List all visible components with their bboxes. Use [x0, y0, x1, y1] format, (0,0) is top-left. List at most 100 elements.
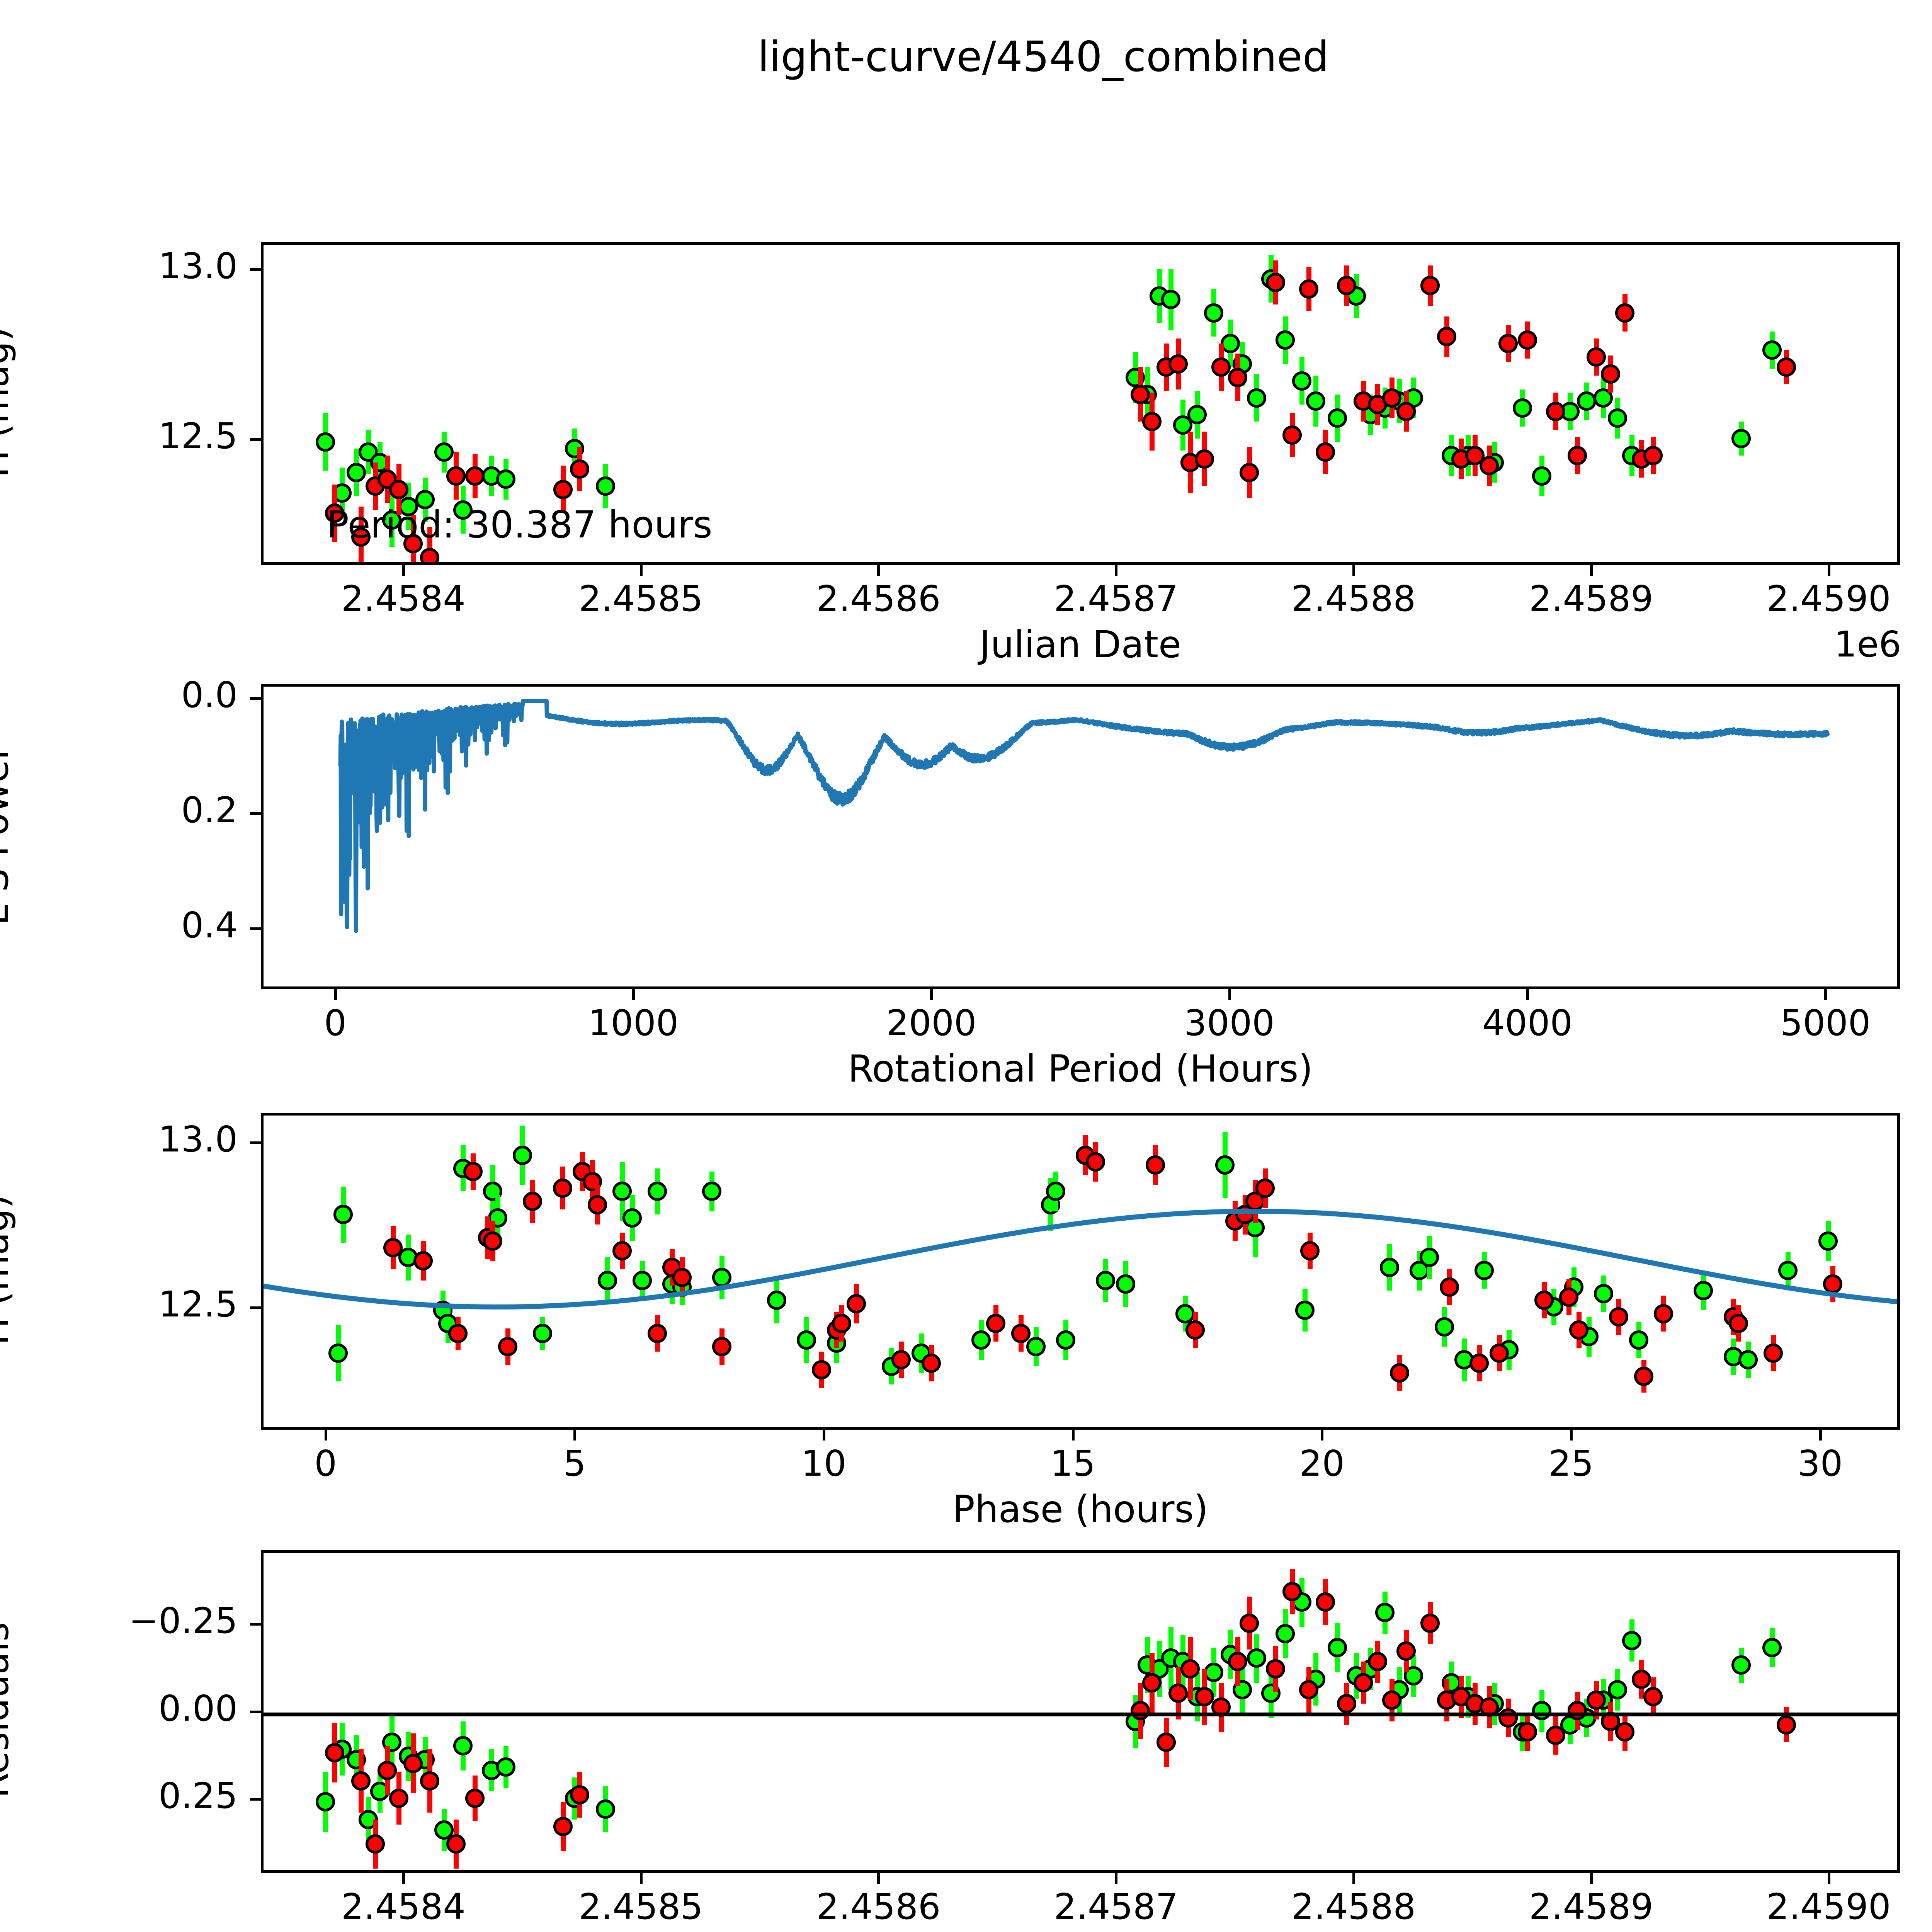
data-point-green	[1762, 1638, 1782, 1658]
data-point-green	[1096, 1271, 1116, 1291]
xtick-mark	[1228, 989, 1231, 1000]
data-point-red	[1776, 1715, 1796, 1735]
plot-area-periodogram	[264, 687, 1897, 986]
data-point-green	[1532, 1701, 1551, 1721]
data-point-green	[596, 1799, 616, 1819]
data-point-green	[1818, 1231, 1838, 1251]
data-point-red	[1382, 388, 1402, 408]
xtick-label: 5	[563, 1443, 586, 1484]
data-point-red	[1654, 1304, 1673, 1323]
data-point-red	[351, 1771, 371, 1791]
xtick-label: 25	[1548, 1443, 1594, 1484]
data-point-green	[1379, 1257, 1399, 1277]
plot-area-phase-folded	[264, 1116, 1897, 1427]
data-point-green	[1738, 1350, 1758, 1370]
data-point-green	[1577, 391, 1597, 411]
data-point-red	[420, 1771, 440, 1791]
y-axis-label-phase-folded: H (mag)	[0, 1194, 17, 1345]
data-point-green	[797, 1330, 816, 1350]
data-point-red	[1546, 401, 1566, 421]
data-point-green	[1204, 1662, 1224, 1682]
data-point-green	[1327, 408, 1347, 428]
data-point-red	[847, 1294, 866, 1313]
data-point-red	[1615, 303, 1634, 323]
data-point-red	[1609, 1307, 1629, 1327]
data-point-red	[1469, 1353, 1489, 1373]
data-point-red	[1396, 1641, 1416, 1661]
data-point-red	[1439, 1277, 1459, 1297]
data-point-red	[1168, 354, 1188, 374]
xtick-label: 2.4589	[1529, 1886, 1653, 1927]
data-point-red	[1368, 1652, 1388, 1672]
data-point-red	[1282, 1582, 1302, 1601]
period-annotation: Period: 30.387 hours	[327, 503, 713, 546]
data-point-green	[1292, 371, 1311, 391]
data-point-green	[1778, 1261, 1798, 1281]
data-point-red	[1337, 1694, 1357, 1714]
panel-residuals	[261, 1550, 1900, 1873]
plot-area-residuals	[264, 1553, 1897, 1870]
data-point-red	[1586, 1690, 1606, 1710]
xtick-mark	[1352, 1873, 1355, 1884]
data-point-red	[463, 1162, 483, 1182]
data-point-green	[1261, 1684, 1281, 1703]
data-point-red	[403, 534, 423, 554]
data-point-red	[1437, 327, 1456, 347]
data-point-green	[1247, 388, 1266, 408]
data-point-red	[483, 1231, 503, 1251]
figure-title: light-curve/4540_combined	[757, 33, 1329, 81]
data-point-red	[587, 1195, 607, 1214]
data-point-red	[1130, 384, 1150, 404]
data-point-red	[1240, 1613, 1259, 1633]
data-point-green	[415, 490, 435, 510]
data-point-green	[1215, 1155, 1235, 1175]
data-point-red	[446, 466, 466, 486]
xtick-mark	[1590, 565, 1593, 576]
data-point-red	[1185, 1320, 1205, 1340]
ytick-mark	[250, 1141, 261, 1144]
data-point-red	[1567, 446, 1587, 465]
data-point-red	[1517, 1722, 1537, 1742]
data-point-green	[315, 432, 335, 452]
data-point-red	[1498, 1708, 1518, 1728]
data-point-red	[986, 1314, 1006, 1333]
data-point-red	[1600, 364, 1620, 384]
data-point-red	[420, 548, 440, 562]
xtick-label: 2.4585	[578, 578, 703, 619]
data-point-green	[1327, 1638, 1347, 1658]
data-point-green	[434, 442, 454, 462]
xtick-label: 2.4585	[578, 1886, 703, 1927]
xtick-mark	[632, 989, 635, 1000]
data-point-red	[1420, 276, 1440, 296]
data-point-red	[1300, 1241, 1320, 1261]
xtick-label: 2.4587	[1054, 1886, 1179, 1927]
data-point-green	[1187, 405, 1207, 425]
data-point-red	[1265, 272, 1285, 292]
data-point-green	[1608, 408, 1628, 428]
data-point-green	[483, 1182, 503, 1201]
ytick-mark	[250, 1710, 261, 1713]
data-point-green	[1434, 1317, 1454, 1337]
data-point-red	[1156, 1733, 1176, 1752]
data-point-green	[346, 463, 366, 482]
data-point-red	[712, 1337, 732, 1356]
data-point-red	[672, 1267, 692, 1287]
data-point-green	[533, 1323, 553, 1343]
data-point-red	[1316, 1592, 1335, 1612]
xtick-label: 2.4586	[816, 578, 941, 619]
data-point-red	[1569, 1320, 1588, 1340]
xtick-label: 2.4584	[341, 578, 466, 619]
data-point-green	[496, 469, 516, 489]
data-point-red	[1776, 357, 1796, 377]
xtick-mark	[573, 1430, 577, 1440]
data-point-red	[1086, 1152, 1105, 1172]
data-point-green	[647, 1182, 667, 1201]
data-point-red	[1586, 347, 1606, 367]
xtick-label: 15	[1050, 1443, 1096, 1484]
xtick-mark	[1827, 565, 1830, 576]
data-point-green	[1474, 1261, 1494, 1281]
x-axis-label-periodogram: Rotational Period (Hours)	[848, 1047, 1313, 1090]
xtick-label: 2.4588	[1291, 1886, 1416, 1927]
data-point-red	[1517, 330, 1537, 350]
